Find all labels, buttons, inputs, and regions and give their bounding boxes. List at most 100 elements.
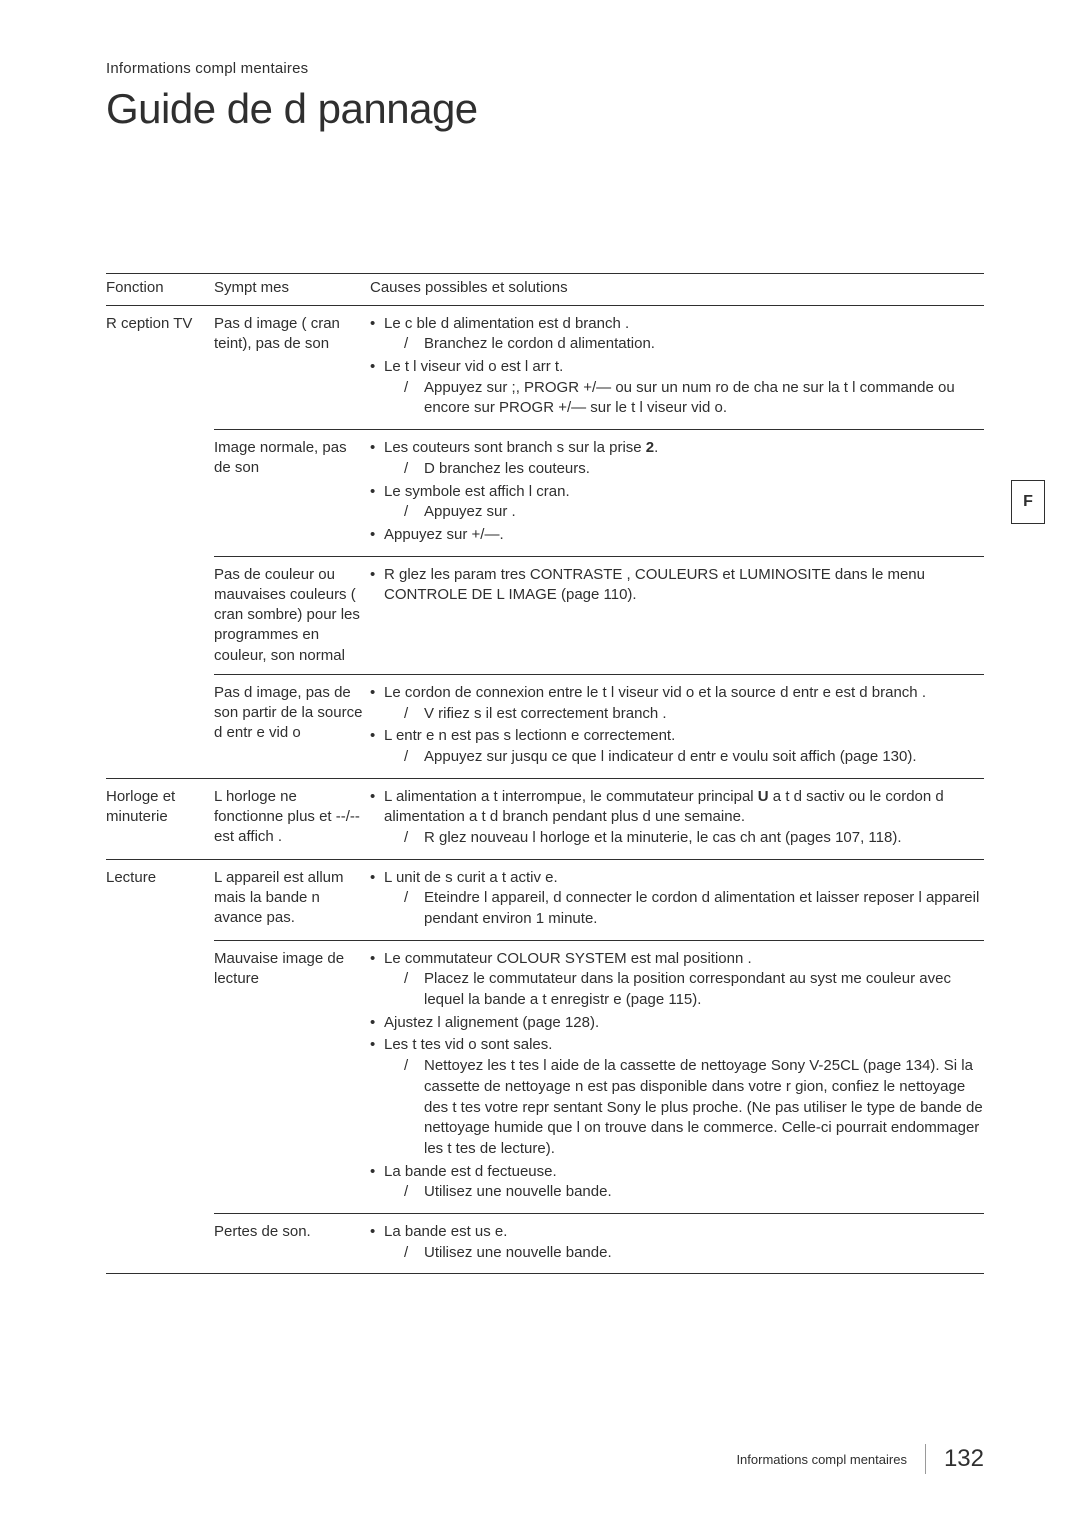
causes-list: L alimentation a t interrompue, le commu… (370, 787, 984, 849)
cause-item: R glez les param tres CONTRASTE , COULEU… (370, 565, 984, 606)
solution-list: Appuyez sur ;, PROGR +/— ou sur un num r… (384, 378, 984, 419)
causes-list: Les couteurs sont branch s sur la prise … (370, 438, 984, 545)
section-pretitle: Informations compl mentaires (106, 60, 984, 77)
cell-symptom: Pas de couleur ou mauvaises couleurs ( c… (214, 557, 370, 674)
cause-item: Le symbole est affich l cran. Appuyez sur… (370, 482, 984, 523)
cause-text-bold: 2 (646, 439, 654, 456)
cell-function (106, 1214, 214, 1230)
cause-text: Le commutateur COLOUR SYSTEM est mal pos… (384, 950, 752, 967)
solution-item: V rifiez s il est correctement branch . (404, 704, 984, 725)
cause-item: Appuyez sur +/—. (370, 525, 984, 546)
causes-list: La bande est us e. Utilisez une nouvelle … (370, 1222, 984, 1263)
cell-causes: La bande est us e. Utilisez une nouvelle … (370, 1214, 984, 1273)
solution-list: Utilisez une nouvelle bande. (384, 1182, 984, 1203)
cause-text-bold: U (758, 788, 769, 805)
cause-text: L entr e n est pas s lectionn e correcte… (384, 727, 675, 744)
cause-item: La bande est us e. Utilisez une nouvelle … (370, 1222, 984, 1263)
th-function: Fonction (106, 274, 214, 304)
causes-list: L unit de s curit a t activ e. Eteindre l… (370, 868, 984, 930)
cause-item: L entr e n est pas s lectionn e correcte… (370, 726, 984, 767)
cause-text: Le cordon de connexion entre le t l vise… (384, 684, 926, 701)
cause-text: Les couteurs sont branch s sur la prise (384, 439, 646, 456)
language-tab: F (1011, 480, 1045, 524)
cell-causes: Les couteurs sont branch s sur la prise … (370, 430, 984, 555)
table-row: Image normale, pas de sonLes couteurs so… (106, 430, 984, 555)
table-row: Horloge et minuterieL horloge ne fonctio… (106, 779, 984, 859)
causes-list: R glez les param tres CONTRASTE , COULEU… (370, 565, 984, 606)
cause-item: Le commutateur COLOUR SYSTEM est mal pos… (370, 949, 984, 1011)
solution-list: Utilisez une nouvelle bande. (384, 1243, 984, 1264)
cell-causes: L alimentation a t interrompue, le commu… (370, 779, 984, 859)
cause-item: Ajustez l alignement (page 128). (370, 1013, 984, 1034)
cause-text: Les t tes vid o sont sales. (384, 1036, 552, 1053)
cause-item: L alimentation a t interrompue, le commu… (370, 787, 984, 849)
footer-section: Informations compl mentaires (736, 1452, 907, 1467)
cell-causes: Le commutateur COLOUR SYSTEM est mal pos… (370, 941, 984, 1213)
table-row: Pas d image, pas de son partir de la sou… (106, 675, 984, 778)
table-row: R ception TVPas d image ( cran teint), p… (106, 306, 984, 429)
causes-list: Le cordon de connexion entre le t l vise… (370, 683, 984, 768)
solution-list: Appuyez sur jusqu ce que l indicateur d … (384, 747, 984, 768)
cause-text: La bande est us e. (384, 1223, 507, 1240)
causes-list: Le commutateur COLOUR SYSTEM est mal pos… (370, 949, 984, 1203)
solution-list: V rifiez s il est correctement branch . (384, 704, 984, 725)
cell-symptom: L appareil est allum mais la bande n ava… (214, 860, 370, 937)
table-row: Mauvaise image de lecture Le commutateur … (106, 941, 984, 1213)
cause-text: La bande est d fectueuse. (384, 1163, 557, 1180)
solution-list: D branchez les couteurs. (384, 459, 984, 480)
cell-symptom: L horloge ne fonctionne plus et --/-- es… (214, 779, 370, 856)
cause-text: L alimentation a t interrompue, le commu… (384, 788, 758, 805)
cause-text: L unit de s curit a t activ e. (384, 869, 558, 886)
cause-item: Les couteurs sont branch s sur la prise … (370, 438, 984, 479)
cell-function: Lecture (106, 860, 214, 896)
cause-item: L unit de s curit a t activ e. Eteindre l… (370, 868, 984, 930)
cell-symptom: Mauvaise image de lecture (214, 941, 370, 998)
cell-function (106, 557, 214, 573)
cause-text: Ajustez l alignement (page 128). (384, 1014, 599, 1031)
solution-item: Utilisez une nouvelle bande. (404, 1182, 984, 1203)
cause-item: Les t tes vid o sont sales. Nettoyez les … (370, 1035, 984, 1159)
solution-list: Branchez le cordon d alimentation. (384, 334, 984, 355)
cell-causes: L unit de s curit a t activ e. Eteindre l… (370, 860, 984, 940)
cell-causes: R glez les param tres CONTRASTE , COULEU… (370, 557, 984, 616)
solution-item: Nettoyez les t tes l aide de la cassette… (404, 1056, 984, 1159)
cause-text: Le c ble d alimentation est d branch . (384, 315, 629, 332)
page-footer: Informations compl mentaires 132 (736, 1444, 984, 1474)
cause-text: R glez les param tres CONTRASTE , COULEU… (384, 566, 925, 604)
troubleshooting-table: Fonction Sympt mes Causes possibles et s… (106, 273, 984, 1274)
solution-list: Nettoyez les t tes l aide de la cassette… (384, 1056, 984, 1159)
cell-symptom: Pas d image, pas de son partir de la sou… (214, 675, 370, 752)
footer-page-number: 132 (944, 1445, 984, 1473)
rule-group (106, 1273, 984, 1274)
cell-symptom: Image normale, pas de son (214, 430, 370, 487)
solution-item: D branchez les couteurs. (404, 459, 984, 480)
cause-item: Le t l viseur vid o est l arr t. Appuyez … (370, 357, 984, 419)
table-header-row: Fonction Sympt mes Causes possibles et s… (106, 274, 984, 305)
th-symptom: Sympt mes (214, 274, 370, 304)
cause-text: Le symbole est affich l cran. (384, 483, 570, 500)
cell-function: Horloge et minuterie (106, 779, 214, 836)
causes-list: Le c ble d alimentation est d branch . Br… (370, 314, 984, 419)
solution-item: Eteindre l appareil, d connecter le cord… (404, 888, 984, 929)
cause-item: La bande est d fectueuse. Utilisez une no… (370, 1162, 984, 1203)
table-body: R ception TVPas d image ( cran teint), p… (106, 306, 984, 1275)
solution-item: Appuyez sur . (404, 502, 984, 523)
page-title: Guide de d pannage (106, 85, 984, 133)
solution-item: Placez le commutateur dans la position c… (404, 969, 984, 1010)
solution-item: Appuyez sur jusqu ce que l indicateur d … (404, 747, 984, 768)
cause-text: Appuyez sur +/—. (384, 526, 504, 543)
cell-symptom: Pas d image ( cran teint), pas de son (214, 306, 370, 363)
footer-divider (925, 1444, 926, 1474)
cause-text-tail: . (654, 439, 658, 456)
cause-text: Le t l viseur vid o est l arr t. (384, 358, 563, 375)
cell-causes: Le cordon de connexion entre le t l vise… (370, 675, 984, 778)
solution-list: Placez le commutateur dans la position c… (384, 969, 984, 1010)
cell-function (106, 675, 214, 691)
cell-function (106, 941, 214, 957)
cell-function (106, 430, 214, 446)
table-row: Pertes de son.La bande est us e.Utilisez… (106, 1214, 984, 1273)
table-row: LectureL appareil est allum mais la band… (106, 860, 984, 940)
cell-function: R ception TV (106, 306, 214, 342)
th-causes: Causes possibles et solutions (370, 274, 984, 305)
solution-item: Utilisez une nouvelle bande. (404, 1243, 984, 1264)
